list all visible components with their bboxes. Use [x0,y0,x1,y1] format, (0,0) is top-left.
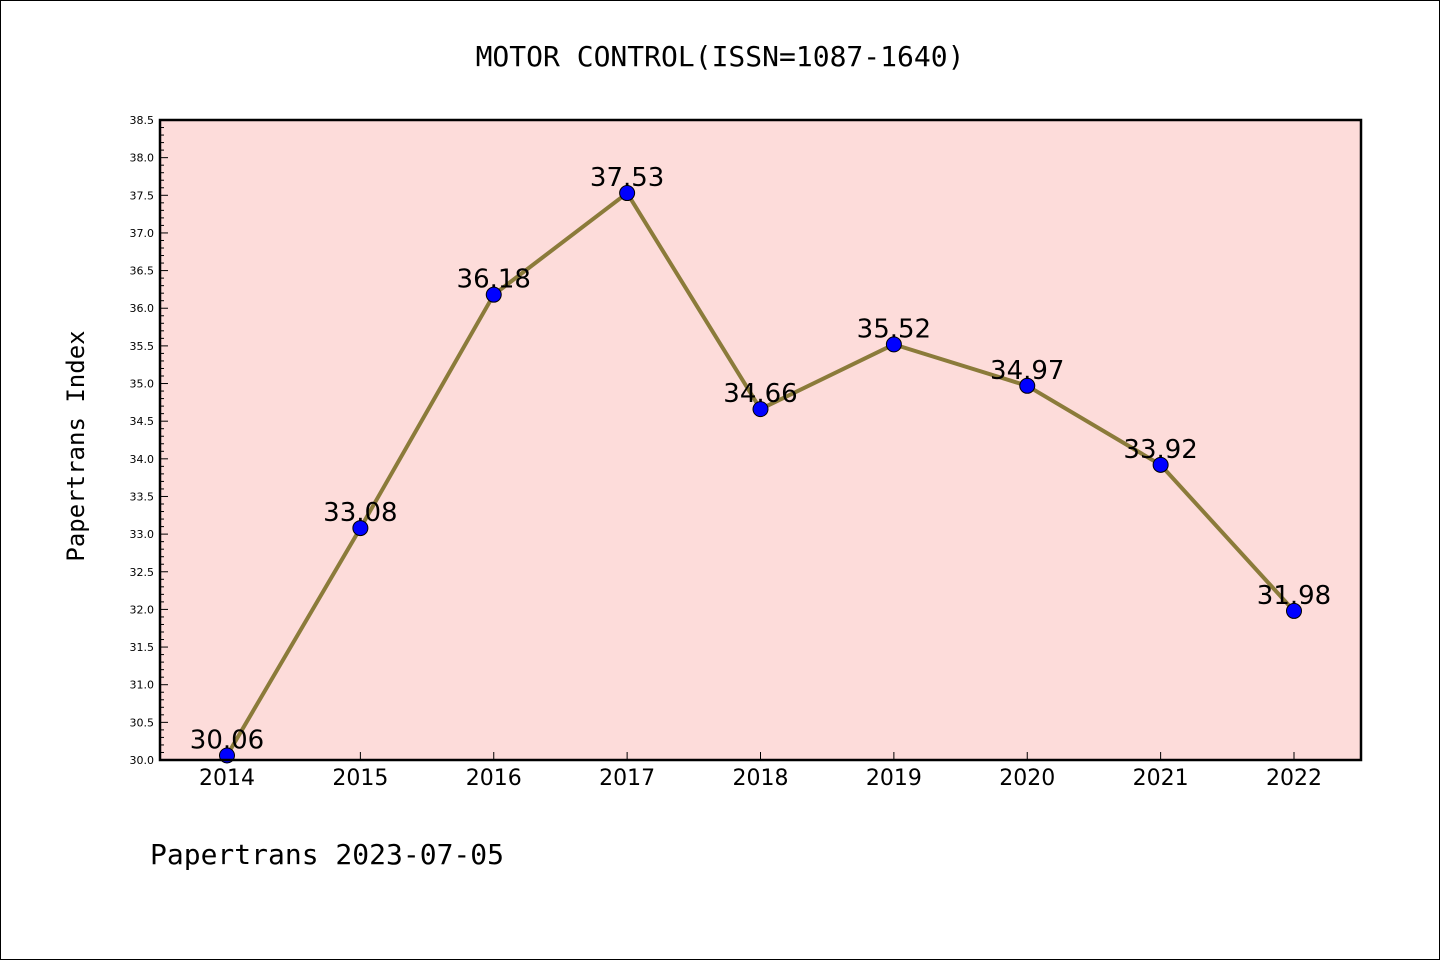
data-label: 34.66 [723,379,797,409]
y-tick-label: 33.5 [130,490,155,503]
y-tick-label: 31.0 [130,679,155,692]
data-label: 33.08 [323,498,397,528]
y-tick-label: 35.5 [130,340,155,353]
y-tick-label: 32.5 [130,566,155,579]
y-tick-label: 37.5 [130,189,155,202]
data-point [1286,602,1302,619]
x-tick-label: 2015 [332,766,388,791]
data-label: 33.92 [1123,435,1197,465]
x-tick-label: 2020 [999,766,1055,791]
data-point [485,286,502,303]
y-tick-label: 33.0 [130,528,155,541]
data-label: 30.06 [190,725,264,755]
y-tick-label: 36.5 [130,265,155,278]
data-point [1152,456,1169,473]
y-tick-label: 35.0 [130,378,155,391]
x-axis-ticks: 2014 2015 2016 2017 2018 2019 2020 2021 2022 [199,752,1322,791]
x-tick-label: 2021 [1133,766,1189,791]
x-tick-label: 2014 [199,766,255,791]
y-tick-label: 30.5 [130,716,155,729]
y-tick-label: 38.0 [130,152,155,165]
y-tick-label: 30.0 [130,754,155,767]
data-label: 37.53 [590,163,664,193]
data-label: 35.52 [857,314,931,344]
x-tick-label: 2022 [1266,766,1322,791]
y-axis-label: Papertrans Index [62,330,90,561]
x-tick-label: 2019 [866,766,922,791]
chart-title: MOTOR CONTROL(ISSN=1087-1640) [476,40,965,73]
data-point [885,336,902,353]
data-point [619,185,636,202]
y-tick-label: 38.5 [130,114,155,127]
y-tick-label: 31.5 [130,641,155,654]
data-point [352,520,369,537]
data-point [752,401,769,418]
y-tick-label: 32.0 [130,603,155,616]
y-axis-ticks: 30.0 30.5 31.0 31.5 32.0 32.5 33.0 33.5 34.0 34.5… [130,114,168,767]
x-tick-label: 2017 [599,766,655,791]
y-tick-label: 34.0 [130,453,155,466]
plot-area [160,120,1361,760]
data-label: 36.18 [457,265,531,295]
y-tick-label: 37.0 [130,227,155,240]
x-tick-label: 2016 [466,766,522,791]
y-tick-label: 34.5 [130,415,155,428]
data-point [1019,377,1036,394]
data-label: 31.98 [1257,581,1331,611]
data-labels: 30.06 33.08 36.18 37.53 34.66 35.52 34.97 33.92… [190,163,1331,755]
y-tick-label: 36.0 [130,302,155,315]
data-label: 34.97 [990,356,1064,386]
x-tick-label: 2018 [733,766,789,791]
plot-border [158,118,1363,762]
footer-credit: Papertrans 2023-07-05 [150,838,504,871]
